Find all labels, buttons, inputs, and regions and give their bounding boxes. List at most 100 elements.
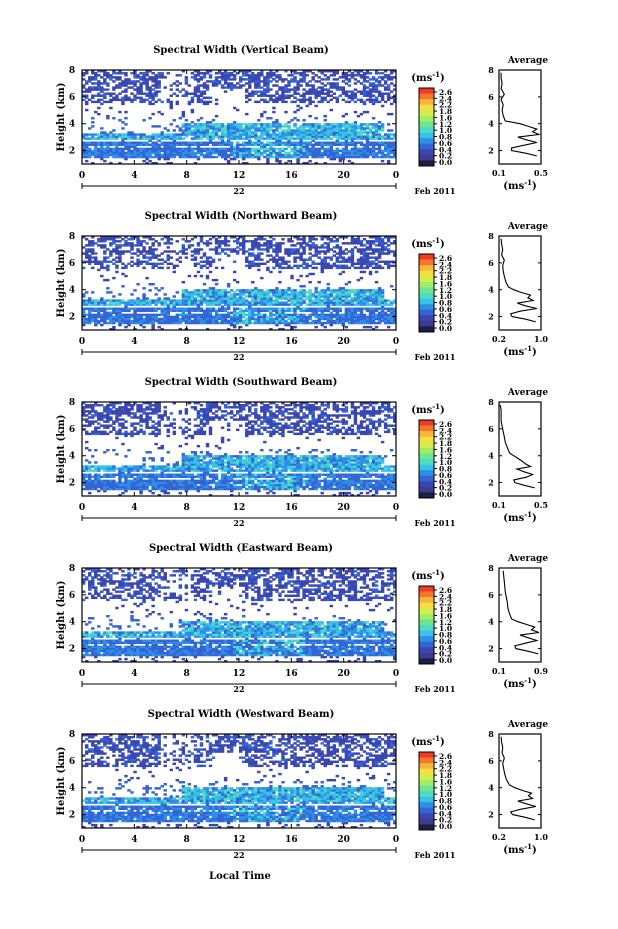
heatmap-cell [205,260,210,263]
heatmap-cell [118,110,122,114]
heatmap-cell [365,133,370,136]
heatmap-cell [151,135,155,138]
heatmap-cell [239,313,243,317]
heatmap-cell [91,469,95,472]
heatmap-cell [341,137,346,140]
heatmap-cell [356,278,361,282]
heatmap-cell [97,112,101,116]
heatmap-cell [91,479,95,483]
heatmap-cell [85,90,89,93]
heatmap-cell [160,307,164,310]
heatmap-cell [275,311,279,315]
heatmap-cell [311,236,315,239]
heatmap-cell [196,317,201,321]
heatmap-cell [365,242,370,245]
heatmap-cell [317,309,321,313]
heatmap-cell [205,295,210,298]
heatmap-cell [211,303,216,306]
heatmap-cell [202,147,207,151]
heatmap-cell [278,289,282,292]
heatmap-cell [184,293,189,296]
heatmap-cell [223,149,228,153]
heatmap-cell [266,117,270,120]
heatmap-cell [314,153,318,157]
heatmap-cell [377,293,382,296]
heatmap-cell [254,313,258,317]
heatmap-cell [109,76,113,79]
heatmap-cell [163,315,167,319]
heatmap-cell [329,266,333,270]
heatmap-cell [296,278,300,282]
heatmap-cell [88,307,92,310]
heatmap-cell [175,102,180,106]
heatmap-cell [196,123,201,126]
heatmap-cell [263,299,267,302]
heatmap-cell [368,84,373,87]
heatmap-cell [320,100,324,104]
heatmap-cell [323,143,327,147]
heatmap-cell [217,137,222,140]
heatmap-cell [284,143,288,147]
heatmap-cell [124,94,128,97]
heatmap-cell [217,321,222,325]
heatmap-cell [299,238,303,241]
heatmap-cell [172,315,176,319]
heatmap-cell [323,123,327,126]
heatmap-cell [82,266,86,270]
heatmap-cell [214,283,219,286]
colorbar-unit-close: ) [440,239,445,250]
heatmap-cell [106,149,110,153]
heatmap-cell [88,319,92,323]
heatmap-cell [109,238,113,241]
heatmap-cell [163,260,167,263]
heatmap-cell [211,133,216,136]
heatmap-cell [151,299,155,302]
heatmap-cell [100,317,104,321]
heatmap-cell [85,410,89,413]
heatmap-cell [220,307,225,310]
heatmap-cell [287,135,291,138]
heatmap-cell [169,88,173,91]
heatmap-cell [160,301,164,304]
heatmap-cell [151,309,155,313]
heatmap-cell [320,303,324,306]
heatmap-cell [257,80,261,83]
heatmap-cell [326,299,330,302]
heatmap-cell [91,135,95,138]
heatmap-cell [326,250,330,253]
heatmap-cell [308,123,312,126]
heatmap-cell [269,145,273,149]
heatmap-cell [235,131,240,134]
heatmap-cell [305,262,309,266]
heatmap-cell [251,252,255,255]
heatmap-cell [226,311,231,315]
heatmap-cell [226,283,231,286]
heatmap-cell [196,305,201,308]
heatmap-cell [290,276,294,280]
heatmap-cell [260,321,264,325]
heatmap-cell [239,289,243,292]
heatmap-cell [100,157,104,161]
heatmap-cell [205,274,210,278]
heatmap-cell [338,149,343,153]
heatmap-cell [121,121,125,124]
heatmap-cell [133,311,137,315]
heatmap-cell [371,117,376,120]
heatmap-cell [308,280,312,284]
heatmap-cell [112,149,116,153]
heatmap-cell [178,133,183,136]
heatmap-cell [272,256,276,259]
heatmap-cell [181,319,186,323]
heatmap-cell [305,92,309,95]
heatmap-cell [211,155,216,159]
heatmap-cell [193,303,198,306]
heatmap-cell [305,244,309,247]
heatmap-cell [190,137,195,140]
heatmap-cell [272,321,276,325]
heatmap-cell [208,311,213,315]
heatmap-cell [311,244,315,247]
heatmap-cell [235,123,240,126]
heatmap-cell [335,313,340,317]
heatmap-cell [347,260,352,263]
heatmap-cell [148,303,152,306]
